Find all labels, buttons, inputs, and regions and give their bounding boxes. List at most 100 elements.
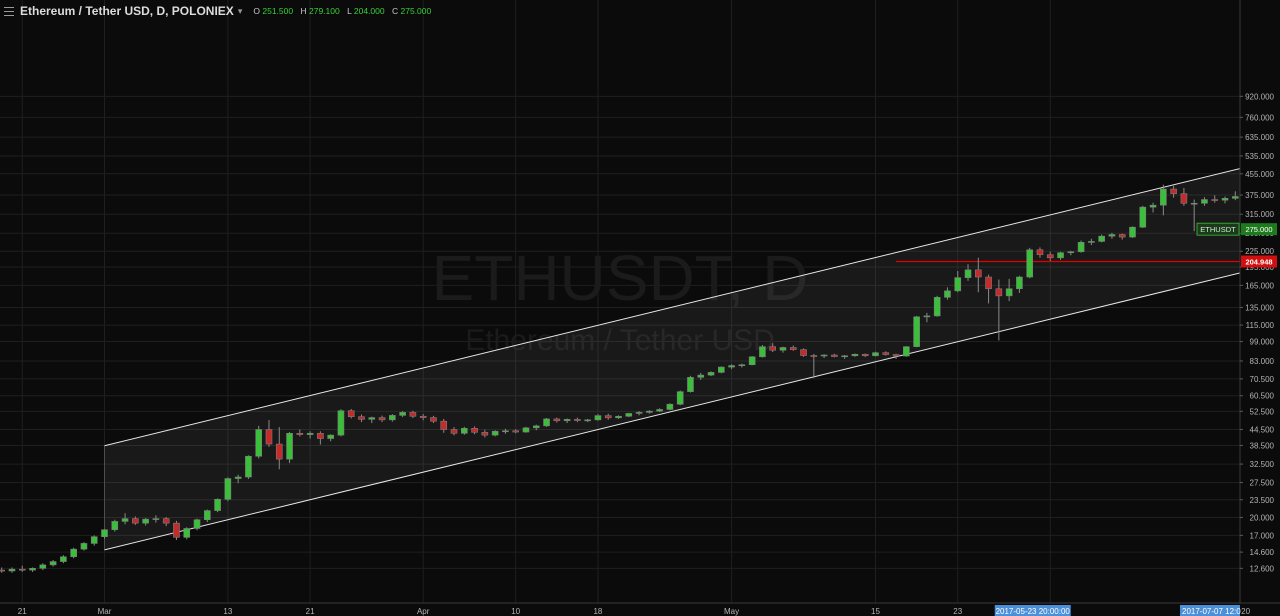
candle-body[interactable] [142, 518, 149, 524]
menu-icon[interactable] [4, 6, 14, 16]
candle-body[interactable] [471, 427, 478, 433]
channel-lower-line[interactable] [104, 219, 1280, 551]
candle-body[interactable] [460, 427, 468, 434]
candle-body[interactable] [974, 269, 982, 278]
candle-body[interactable] [255, 429, 262, 457]
candle-body[interactable] [1211, 199, 1219, 201]
candle-body[interactable] [275, 443, 283, 460]
candle-body[interactable] [687, 377, 694, 392]
candle-body[interactable] [183, 528, 191, 538]
candle-body[interactable] [1180, 193, 1188, 204]
candle-body[interactable] [789, 347, 797, 350]
candle-body[interactable] [214, 498, 221, 511]
candle-body[interactable] [1067, 251, 1075, 254]
candle-body[interactable] [224, 478, 232, 500]
candle-body[interactable] [440, 420, 448, 430]
candle-body[interactable] [378, 417, 386, 421]
candle-body[interactable] [1036, 249, 1044, 256]
candle-body[interactable] [903, 346, 910, 357]
candle-body[interactable] [296, 432, 304, 435]
candle-body[interactable] [656, 409, 663, 412]
candle-body[interactable] [717, 366, 725, 373]
candle-body[interactable] [1098, 235, 1105, 242]
candle-body[interactable] [1005, 288, 1013, 297]
candle-body[interactable] [265, 429, 273, 445]
candle-body[interactable] [625, 413, 633, 417]
candle-body[interactable] [892, 354, 900, 357]
candle-body[interactable] [604, 415, 612, 419]
candle-body[interactable] [594, 415, 602, 421]
candle-body[interactable] [841, 355, 848, 358]
candle-body[interactable] [522, 427, 530, 433]
candle-body[interactable] [831, 354, 838, 357]
time-axis[interactable] [0, 603, 1280, 616]
candle-body[interactable] [121, 518, 129, 522]
candle-body[interactable] [101, 529, 108, 537]
candle-body[interactable] [1046, 254, 1054, 259]
candle-body[interactable] [1129, 226, 1136, 238]
candle-body[interactable] [8, 568, 16, 572]
candle-body[interactable] [861, 353, 869, 357]
candle-body[interactable] [574, 419, 581, 421]
candle-body[interactable] [491, 430, 499, 436]
candle-body[interactable] [1077, 242, 1085, 253]
candle-body[interactable] [70, 548, 77, 558]
candle-body[interactable] [306, 432, 314, 435]
candle-body[interactable] [409, 412, 417, 417]
candle-body[interactable] [995, 288, 1003, 297]
candle-body[interactable] [90, 536, 98, 544]
candle-body[interactable] [132, 518, 139, 524]
candle-body[interactable] [1139, 206, 1147, 228]
candle-body[interactable] [173, 522, 180, 538]
candle-body[interactable] [29, 568, 36, 571]
candle-body[interactable] [944, 290, 951, 298]
candle-body[interactable] [1149, 204, 1157, 208]
candle-body[interactable] [676, 391, 684, 405]
candle-body[interactable] [563, 419, 571, 422]
candle-body[interactable] [738, 364, 746, 367]
candle-body[interactable] [193, 519, 201, 529]
candle-body[interactable] [347, 410, 355, 418]
candle-body[interactable] [60, 556, 67, 562]
candle-body[interactable] [1170, 188, 1177, 194]
candle-body[interactable] [882, 352, 890, 355]
candle-body[interactable] [204, 510, 211, 521]
candle-body[interactable] [913, 316, 920, 347]
candle-body[interactable] [985, 276, 992, 290]
candle-body[interactable] [49, 561, 57, 566]
candle-body[interactable] [800, 349, 807, 356]
candle-body[interactable] [964, 269, 972, 278]
candle-body[interactable] [872, 352, 879, 357]
candle-body[interactable] [553, 418, 561, 422]
candle-body[interactable] [1118, 234, 1126, 238]
candle-body[interactable] [419, 415, 427, 418]
candle-body[interactable] [1088, 241, 1095, 243]
candle-body[interactable] [1232, 196, 1239, 199]
candle-body[interactable] [769, 346, 777, 351]
candle-body[interactable] [666, 403, 674, 410]
candle-body[interactable] [80, 543, 88, 550]
candle-body[interactable] [1026, 249, 1033, 278]
candle-body[interactable] [162, 518, 170, 524]
candle-body[interactable] [707, 372, 715, 376]
price-axis[interactable] [1240, 0, 1280, 603]
candle-body[interactable] [18, 568, 26, 571]
candle-body[interactable] [399, 412, 406, 416]
candle-body[interactable] [39, 564, 47, 569]
candle-body[interactable] [543, 418, 550, 427]
candle-body[interactable] [368, 417, 376, 420]
candle-body[interactable] [327, 434, 334, 439]
candle-body[interactable] [933, 297, 941, 317]
candle-body[interactable] [245, 455, 252, 478]
candle-body[interactable] [234, 476, 242, 479]
chevron-down-icon[interactable]: ▾ [237, 5, 243, 16]
candle-body[interactable] [337, 410, 345, 436]
candle-body[interactable] [450, 429, 458, 434]
candle-body[interactable] [111, 521, 119, 531]
candle-body[interactable] [697, 374, 705, 378]
candle-body[interactable] [728, 365, 735, 368]
candle-body[interactable] [1201, 199, 1208, 204]
candle-body[interactable] [584, 419, 591, 422]
candle-body[interactable] [646, 410, 653, 413]
symbol-title[interactable]: Ethereum / Tether USD, D, POLONIEX [20, 4, 234, 18]
